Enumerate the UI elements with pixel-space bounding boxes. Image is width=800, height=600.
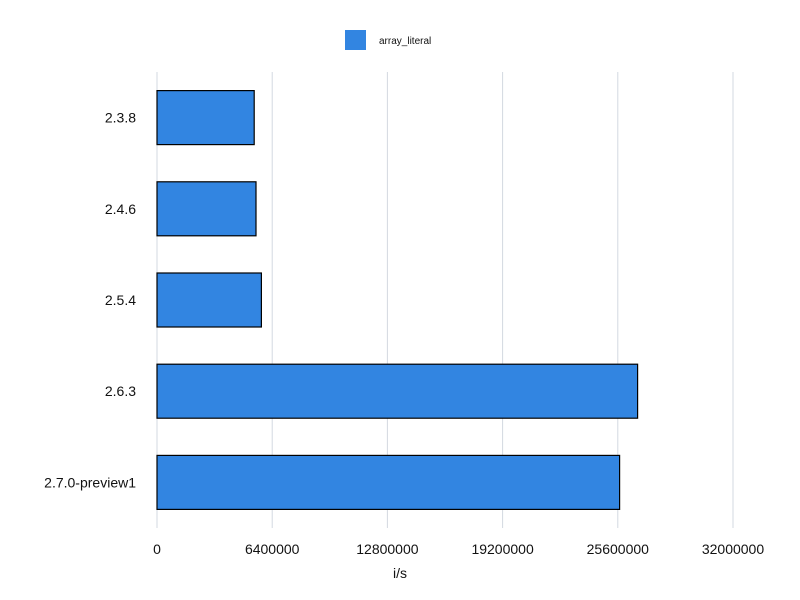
x-tick-label: 12800000 — [356, 541, 419, 557]
gridlines — [156, 72, 734, 528]
x-tick-labels: 0 6400000 12800000 19200000 25600000 32000000 — [153, 541, 764, 557]
bar — [156, 181, 257, 237]
legend-swatch — [345, 30, 366, 50]
bar — [156, 272, 263, 328]
category-label: 2.6.3 — [105, 383, 136, 399]
x-tick-label: 19200000 — [471, 541, 534, 557]
x-tick-label: 6400000 — [245, 541, 300, 557]
x-axis-title: i/s — [393, 565, 407, 581]
category-label: 2.7.0-preview1 — [44, 474, 136, 490]
x-tick-label: 0 — [153, 541, 161, 557]
category-label: 2.5.4 — [105, 292, 136, 308]
legend-label: array_literal — [379, 36, 431, 47]
bar — [156, 454, 621, 510]
x-tick-label: 25600000 — [587, 541, 650, 557]
legend: array_literal — [345, 30, 431, 50]
category-label: 2.3.8 — [105, 110, 136, 126]
category-label: 2.4.6 — [105, 201, 136, 217]
bars — [156, 89, 639, 510]
x-tick-label: 32000000 — [702, 541, 765, 557]
category-labels: 2.3.8 2.4.6 2.5.4 2.6.3 2.7.0-preview1 — [44, 110, 136, 491]
bar — [156, 89, 255, 146]
bar — [156, 363, 639, 419]
